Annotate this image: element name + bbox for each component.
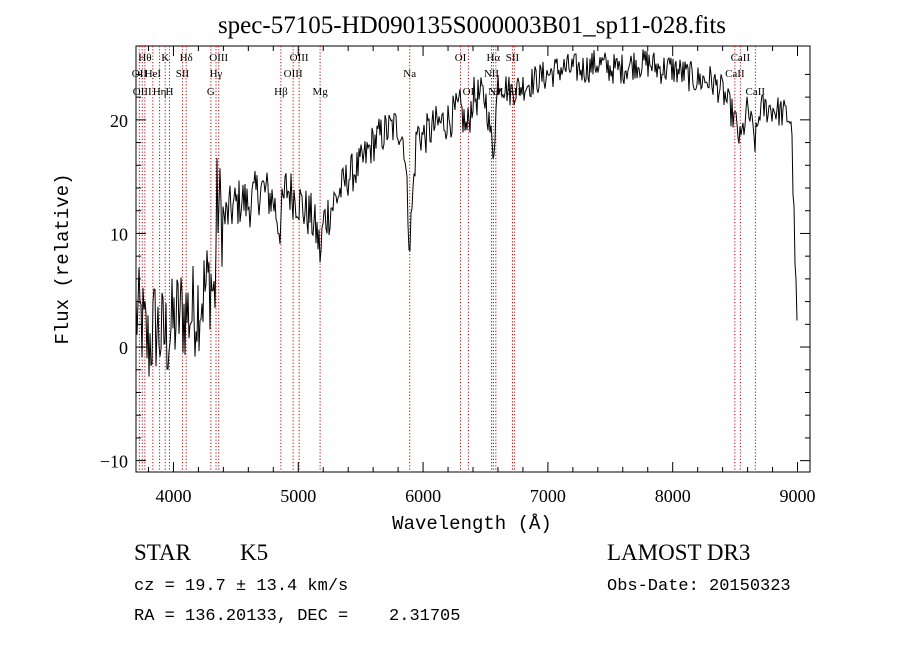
y-tick-label: 10 (110, 224, 128, 244)
spectral-line-label: HeI (145, 68, 162, 80)
redshift-text: cz = 19.7 ± 13.4 km/s (134, 577, 348, 596)
spectral-line-label: Na (403, 68, 416, 80)
x-tick-label: 6000 (405, 486, 441, 506)
spectral-line-label: K (161, 52, 169, 64)
y-axis-ticks: −10 0 10 20 (100, 73, 810, 472)
x-tick-label: 9000 (780, 486, 816, 506)
spectral-line-label: Hη (153, 86, 167, 98)
spectral-line-label: Hα (486, 52, 500, 64)
spectral-line-label: Hβ (274, 86, 288, 98)
spectral-line-label: CaII (746, 86, 766, 98)
spectral-line-label: Hδ (180, 52, 193, 64)
object-class: STAR (134, 540, 192, 565)
spectral-line-label: OIII (290, 52, 309, 64)
spectral-line-label: OIII (284, 68, 303, 80)
spectral-line-label: OIII (209, 52, 228, 64)
spectral-line-label: SII (506, 52, 520, 64)
x-tick-label: 7000 (530, 486, 566, 506)
spectral-line-label: H (165, 86, 173, 98)
survey-name: LAMOST DR3 (607, 540, 750, 565)
obs-date: Obs-Date: 20150323 (607, 577, 791, 596)
spectral-line-label: Mg (312, 86, 328, 98)
x-tick-label: 5000 (280, 486, 316, 506)
spectral-line-label: CaII (731, 52, 751, 64)
spectral-line-label: OI (455, 52, 467, 64)
x-tick-label: 8000 (655, 486, 691, 506)
plot-area: OIIOIIIHθHeIHηKHSIIHδGHγOIIIHβOIIIOIIIMg… (100, 45, 816, 506)
y-tick-label: 0 (119, 338, 128, 358)
coordinates-text: RA = 136.20133, DEC = 2.31705 (134, 607, 460, 626)
chart-title: spec-57105-HD090135S000003B01_sp11-028.f… (218, 12, 726, 39)
x-axis-ticks: 4000 5000 6000 7000 8000 9000 (147, 46, 816, 506)
y-tick-label: −10 (100, 452, 128, 472)
spectral-line-label: OIII (133, 86, 152, 98)
spectral-line-label: G (207, 86, 215, 98)
spectral-line-label: CaII (725, 68, 745, 80)
spectral-line-label: Hθ (138, 52, 151, 64)
spectral-line-label: SII (176, 68, 190, 80)
spectral-line-label: NII (484, 68, 500, 80)
spectral-line-label: Hγ (210, 68, 223, 80)
object-subclass: K5 (240, 540, 268, 565)
x-axis-label: Wavelength (Å) (392, 513, 552, 535)
y-axis-label: Flux (relative) (52, 173, 74, 344)
x-tick-label: 4000 (155, 486, 191, 506)
y-tick-label: 20 (110, 111, 128, 131)
spectral-line-label: OI (463, 86, 475, 98)
spectral-line-labels: OIIOIIIHθHeIHηKHSIIHδGHγOIIIHβOIIIOIIIMg… (132, 52, 766, 98)
spectrum-line (135, 49, 798, 377)
